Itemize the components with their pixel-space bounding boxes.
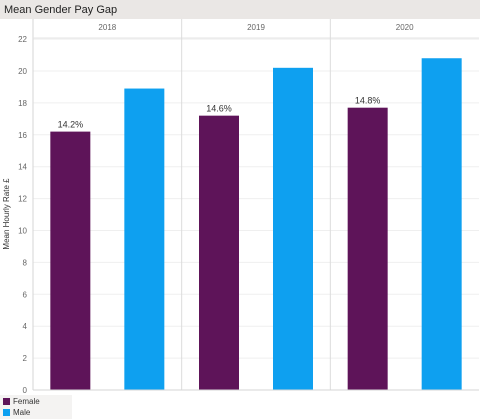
category-label-2020: 2020 [396,23,414,32]
y-tick-label: 10 [18,227,27,236]
legend-label-male: Male [13,408,31,417]
chart-title: Mean Gender Pay Gap [4,4,118,16]
y-axis-label: Mean Hourly Rate £ [2,178,11,250]
legend-swatch-male [3,409,10,416]
bar-female-2020 [347,107,388,390]
data-label: 14.2% [58,120,84,130]
y-tick-label: 2 [23,354,28,363]
legend-swatch-female [3,398,10,405]
bar-chart: 0 2 4 6 8 10 12 14 16 18 20 22 Mean Hourly Rate £ 201… [2,19,479,395]
bar-male-2020 [421,58,462,391]
title-bar: Mean Gender Pay Gap [0,0,480,19]
y-tick-label: 4 [23,322,28,331]
data-label: 14.8% [355,96,381,106]
category-label-2018: 2018 [98,23,116,32]
y-tick-label: 8 [23,258,28,267]
bar-female-2018 [50,131,91,391]
y-tick-label: 6 [23,290,28,299]
y-tick-label: 14 [18,163,27,172]
y-tick-label: 12 [18,195,27,204]
bar-male-2018 [124,88,165,391]
bar-female-2019 [199,115,239,390]
bar-male-2019 [273,67,313,390]
y-tick-label: 22 [18,35,27,44]
y-tick-label: 16 [18,131,27,140]
y-tick-label: 0 [23,386,28,395]
y-tick-label: 20 [18,67,27,76]
data-label: 14.6% [206,104,232,114]
category-label-2019: 2019 [247,23,265,32]
legend-label-female: Female [13,397,40,406]
legend: Female Male [0,395,72,419]
y-tick-label: 18 [18,99,27,108]
